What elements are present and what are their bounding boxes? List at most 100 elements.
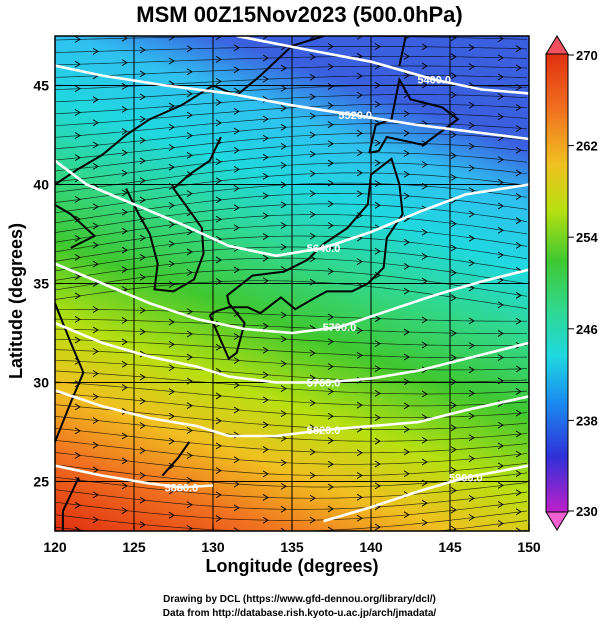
y-tick-label: 40 xyxy=(33,177,49,193)
colorbar-tick-label: 262 xyxy=(576,139,598,154)
flow-arrow xyxy=(327,83,334,90)
colorbar-tick-label: 254 xyxy=(576,230,598,245)
flow-arrow xyxy=(450,53,457,61)
flow-arrow xyxy=(215,515,222,522)
flow-arrow xyxy=(450,525,457,531)
flow-arrow xyxy=(468,101,475,109)
flow-arrow xyxy=(280,385,287,393)
flow-arrow xyxy=(421,519,428,527)
flow-arrow xyxy=(215,442,222,450)
flow-arrow xyxy=(186,402,193,410)
flow-arrow xyxy=(309,494,316,502)
flow-arrow xyxy=(515,125,522,132)
flow-arrow xyxy=(233,165,240,173)
flow-arrow xyxy=(280,201,287,209)
flow-arrow xyxy=(186,171,193,178)
flow-arrow xyxy=(468,121,475,129)
flow-arrow xyxy=(309,190,316,198)
flow-arrow xyxy=(92,348,99,355)
flow-arrow xyxy=(327,43,334,50)
flow-arrow xyxy=(421,228,428,236)
flow-arrow xyxy=(356,129,363,137)
flow-arrow xyxy=(356,91,363,99)
flow-arrow xyxy=(74,85,81,93)
colorbar-tick-label: 230 xyxy=(576,504,598,519)
flow-arrow xyxy=(374,159,381,167)
flow-arrow xyxy=(121,432,128,440)
flow-arrow xyxy=(187,548,192,554)
flow-arrow xyxy=(74,403,81,411)
flow-arrow xyxy=(168,36,175,41)
flow-arrow xyxy=(168,412,175,420)
flow-arrow xyxy=(262,115,269,123)
flow-arrow xyxy=(450,378,457,386)
flow-arrow xyxy=(468,210,475,218)
flow-arrow xyxy=(168,487,175,495)
flow-arrow xyxy=(168,163,175,171)
flow-arrow xyxy=(356,493,363,501)
flow-arrow xyxy=(468,455,475,463)
flow-arrow xyxy=(74,501,81,509)
flow-arrow xyxy=(356,169,363,177)
flow-arrow xyxy=(497,54,504,62)
flow-arrow xyxy=(309,374,316,382)
flow-arrow xyxy=(121,360,128,368)
flow-arrow xyxy=(469,533,474,539)
contour-label: 5820.0 xyxy=(307,425,341,437)
flow-arrow xyxy=(403,328,410,336)
x-axis-ticks: 120 125 130 135 140 145 150 xyxy=(43,524,541,555)
flow-arrow xyxy=(468,342,475,350)
flow-arrow xyxy=(233,480,240,488)
flow-arrow xyxy=(403,263,410,270)
flow-arrow xyxy=(168,511,175,519)
flow-arrow xyxy=(74,427,81,435)
flow-arrow xyxy=(233,107,240,115)
flow-arrow xyxy=(168,144,175,151)
contour-label: 5700.0 xyxy=(323,322,357,334)
flow-arrow xyxy=(327,338,334,345)
colorbar-top-arrow xyxy=(545,35,569,55)
flow-arrow xyxy=(515,409,522,417)
flow-arrow xyxy=(356,401,363,409)
flow-arrow xyxy=(309,448,316,456)
flow-arrow xyxy=(309,516,316,524)
flow-arrow xyxy=(374,247,381,255)
flow-arrow xyxy=(468,259,475,267)
height-contour xyxy=(55,262,529,335)
height-contour xyxy=(55,321,529,384)
flow-arrow xyxy=(374,365,381,372)
flow-arrow xyxy=(139,253,146,261)
flow-arrow xyxy=(327,526,334,531)
flow-arrow xyxy=(121,316,128,324)
flow-arrow xyxy=(168,202,175,209)
flow-arrow xyxy=(403,470,410,478)
x-tick-label: 130 xyxy=(201,539,225,555)
colorbar-ticks: 270 262 254 246 238 230 xyxy=(568,48,598,519)
flow-arrow xyxy=(233,127,240,135)
flow-arrow xyxy=(403,149,410,157)
flow-arrow xyxy=(515,388,522,395)
flow-arrow xyxy=(450,244,457,252)
flow-arrow xyxy=(403,448,410,456)
flow-arrow xyxy=(327,483,334,491)
flow-arrow xyxy=(262,494,269,501)
flow-arrow xyxy=(310,538,315,544)
flow-arrow xyxy=(327,412,334,420)
flow-arrow xyxy=(233,146,240,154)
y-axis-label: Latitude (degrees) xyxy=(6,222,26,379)
flow-arrow xyxy=(121,507,128,515)
flow-arrow xyxy=(309,112,316,120)
flow-arrow xyxy=(468,434,475,442)
flow-arrow xyxy=(327,200,334,208)
flow-arrow xyxy=(374,201,381,209)
height-contour xyxy=(236,36,529,95)
flow-arrow xyxy=(92,47,99,55)
flow-arrow xyxy=(139,472,146,479)
flow-arrow xyxy=(497,93,504,100)
flow-arrow xyxy=(186,68,193,76)
flow-arrow xyxy=(450,424,457,432)
flow-arrow xyxy=(374,437,381,445)
flow-arrow xyxy=(356,472,363,479)
flow-arrow xyxy=(403,425,410,433)
